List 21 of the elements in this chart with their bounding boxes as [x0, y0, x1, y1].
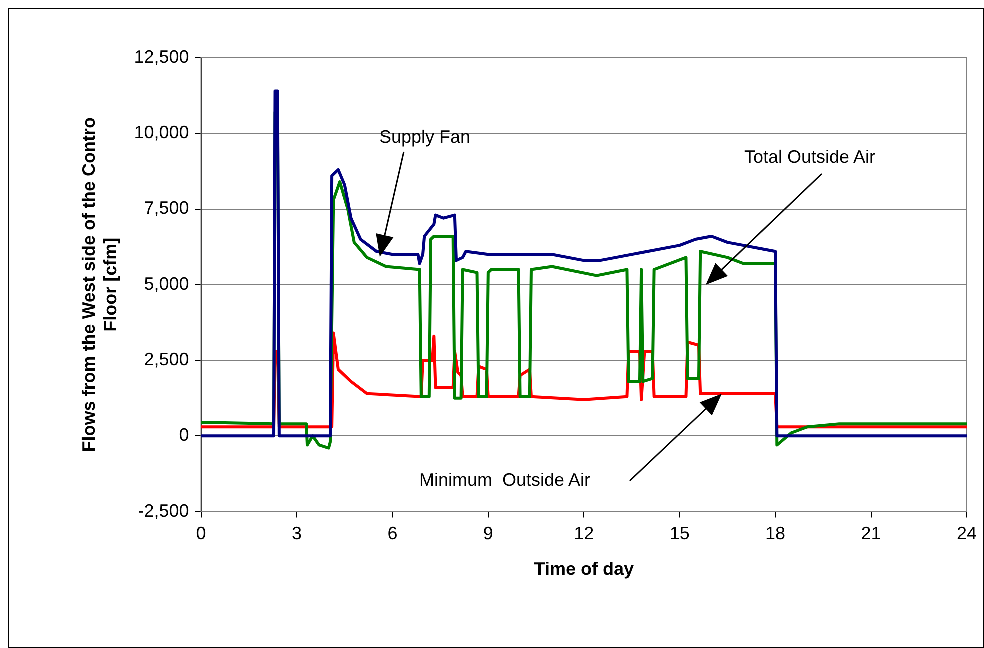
y-tick-label: 12,500	[134, 46, 190, 67]
x-tick-label: 6	[388, 524, 398, 544]
x-tick-label: 9	[483, 524, 494, 544]
annotation: Total Outside Air	[744, 147, 876, 167]
y-tick-label: 5,000	[144, 274, 190, 294]
x-tick-label: 0	[196, 524, 206, 544]
y-tick-label: 7,500	[144, 198, 190, 218]
x-tick-label: 24	[956, 524, 978, 544]
annotation: Minimum Outside Air	[419, 470, 591, 490]
x-tick-label: 15	[670, 524, 690, 544]
annotation: Supply Fan	[379, 127, 471, 147]
y-tick-label: 2,500	[144, 350, 190, 370]
x-tick-label: 3	[292, 524, 302, 544]
x-tick-label: 21	[861, 524, 882, 544]
x-tick-label: 12	[574, 524, 594, 544]
y-tick-label: 10,000	[134, 122, 190, 143]
y-tick-label: -2,500	[138, 500, 190, 521]
x-axis-title: Time of day	[534, 559, 634, 580]
y-tick-label: 0	[179, 425, 190, 446]
y-axis-title: Flows from the West side of the Contro Floor [cfm]	[78, 118, 120, 452]
x-tick-label: 18	[766, 524, 786, 544]
